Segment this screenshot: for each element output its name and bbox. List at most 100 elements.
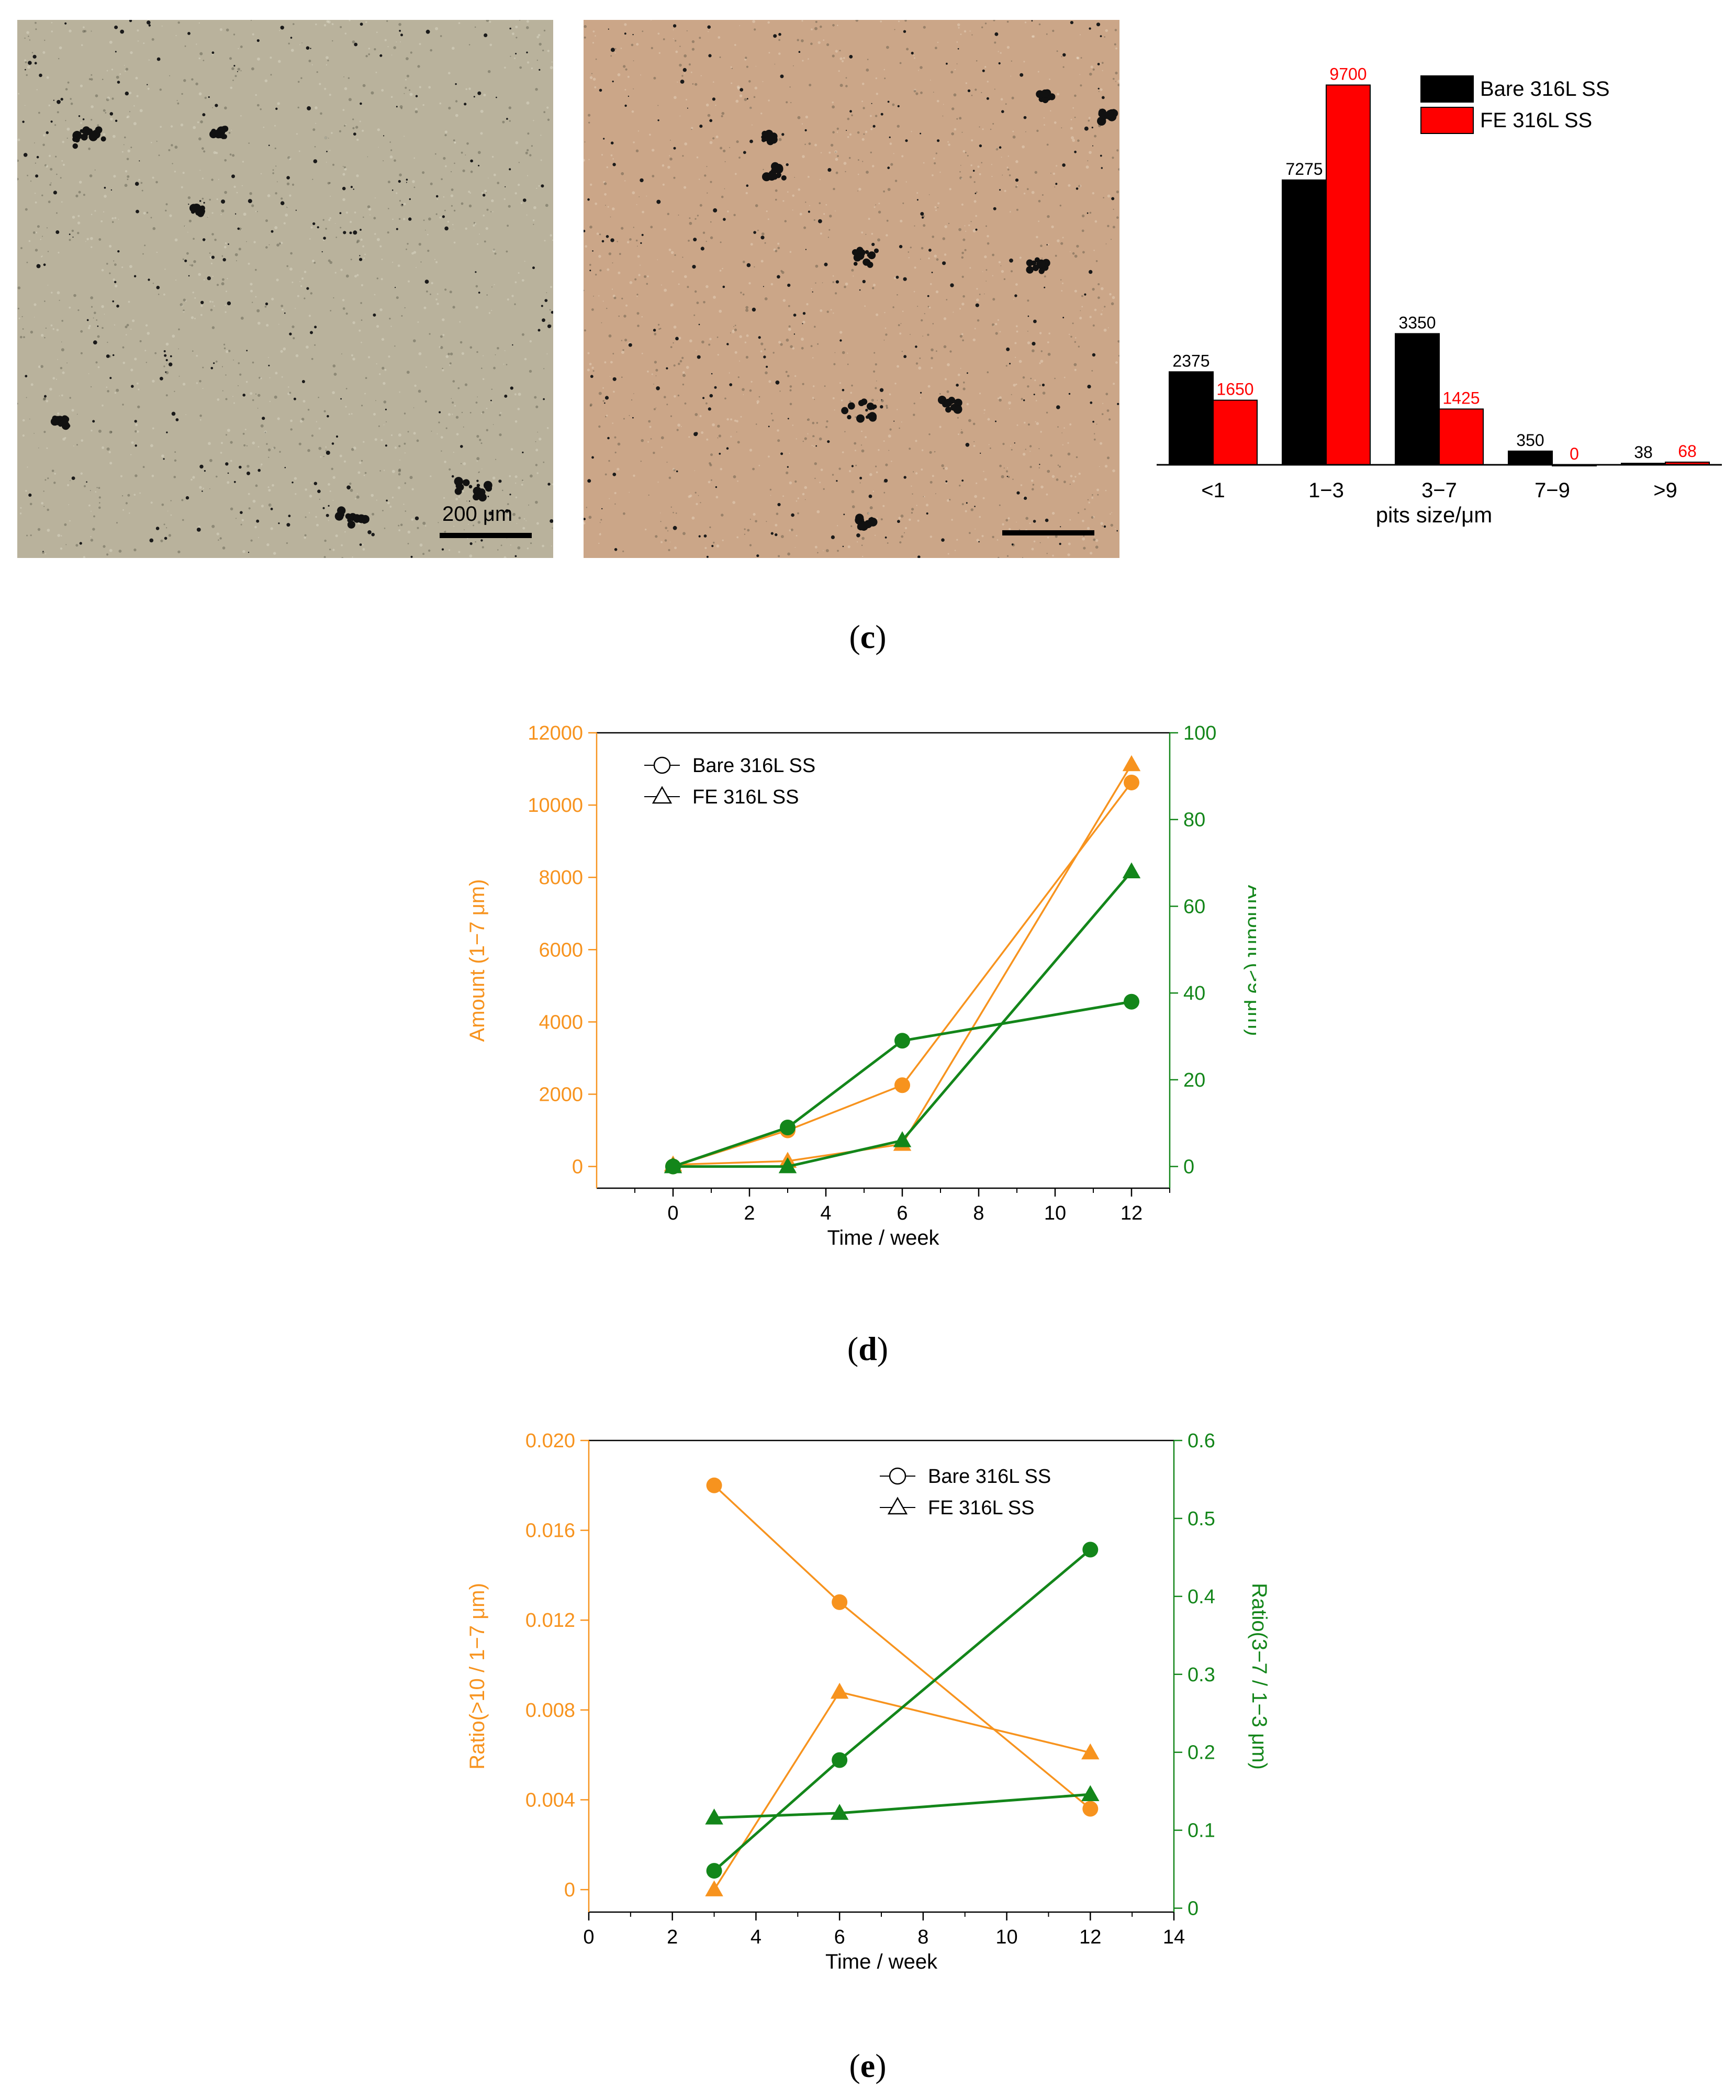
texture-speck bbox=[620, 48, 622, 49]
texture-speck bbox=[600, 519, 602, 521]
texture-speck bbox=[885, 463, 888, 466]
texture-speck bbox=[673, 326, 677, 329]
pit-dot bbox=[185, 496, 189, 500]
texture-speck bbox=[749, 107, 752, 109]
pit-dot bbox=[839, 339, 842, 342]
texture-speck bbox=[159, 88, 162, 91]
texture-speck bbox=[590, 183, 592, 186]
pit-dot bbox=[775, 380, 780, 385]
texture-speck bbox=[851, 384, 853, 387]
texture-speck bbox=[884, 312, 886, 314]
texture-speck bbox=[973, 200, 977, 203]
texture-speck bbox=[71, 229, 74, 232]
texture-speck bbox=[808, 176, 810, 178]
texture-speck bbox=[388, 355, 390, 358]
texture-speck bbox=[1023, 61, 1025, 63]
texture-speck bbox=[127, 178, 129, 180]
texture-speck bbox=[984, 23, 987, 25]
pit-dot bbox=[114, 281, 117, 283]
texture-speck bbox=[33, 303, 37, 306]
texture-speck bbox=[473, 225, 475, 227]
texture-speck bbox=[475, 401, 478, 404]
texture-speck bbox=[747, 529, 750, 532]
texture-speck bbox=[500, 544, 502, 546]
texture-speck bbox=[400, 523, 403, 526]
texture-speck bbox=[90, 536, 92, 538]
texture-speck bbox=[992, 123, 994, 125]
pit-dot bbox=[712, 97, 715, 101]
texture-speck bbox=[443, 196, 445, 198]
texture-speck bbox=[633, 88, 634, 90]
texture-speck bbox=[127, 175, 130, 178]
texture-speck bbox=[854, 442, 857, 445]
pit-dot bbox=[385, 408, 387, 410]
texture-speck bbox=[382, 510, 384, 511]
texture-speck bbox=[196, 355, 198, 357]
pit-dot bbox=[781, 133, 785, 136]
pit-dot bbox=[591, 456, 594, 459]
texture-speck bbox=[981, 535, 984, 538]
texture-speck bbox=[356, 493, 358, 495]
texture-speck bbox=[816, 510, 820, 513]
texture-speck bbox=[380, 278, 383, 281]
micrograph-fe bbox=[584, 20, 1119, 558]
texture-speck bbox=[669, 541, 671, 543]
texture-speck bbox=[533, 206, 536, 209]
texture-speck bbox=[770, 495, 771, 496]
texture-speck bbox=[255, 484, 258, 487]
texture-speck bbox=[878, 203, 880, 205]
texture-speck bbox=[884, 77, 886, 80]
pit-dot bbox=[791, 513, 794, 517]
pit-dot bbox=[711, 373, 713, 375]
texture-speck bbox=[475, 541, 476, 543]
texture-speck bbox=[873, 352, 876, 354]
texture-speck bbox=[1022, 557, 1023, 558]
texture-speck bbox=[106, 553, 109, 556]
x-tick-label: 7−9 bbox=[1535, 479, 1570, 502]
texture-speck bbox=[88, 147, 91, 150]
texture-speck bbox=[923, 26, 926, 29]
texture-speck bbox=[1079, 184, 1082, 187]
texture-speck bbox=[587, 368, 590, 372]
texture-speck bbox=[416, 267, 417, 269]
texture-speck bbox=[984, 66, 987, 68]
texture-speck bbox=[936, 99, 939, 103]
pit-dot bbox=[1091, 127, 1093, 129]
texture-speck bbox=[874, 534, 876, 536]
pit-dot bbox=[743, 151, 746, 154]
texture-speck bbox=[356, 138, 359, 141]
texture-speck bbox=[198, 526, 201, 529]
pit-dot bbox=[148, 24, 151, 27]
texture-speck bbox=[37, 528, 41, 531]
texture-speck bbox=[243, 213, 247, 216]
texture-speck bbox=[999, 464, 1002, 467]
texture-speck bbox=[181, 499, 184, 501]
pit-dot bbox=[842, 545, 844, 548]
texture-speck bbox=[237, 68, 240, 71]
texture-speck bbox=[1104, 36, 1105, 38]
texture-speck bbox=[524, 358, 527, 361]
texture-speck bbox=[222, 278, 225, 281]
texture-speck bbox=[900, 219, 903, 222]
texture-speck bbox=[641, 439, 644, 442]
panel-label-d: (d) bbox=[847, 1330, 889, 1367]
pit-dot bbox=[237, 71, 238, 72]
texture-speck bbox=[842, 351, 845, 354]
texture-speck bbox=[1007, 155, 1009, 157]
pit-dot bbox=[25, 375, 28, 377]
texture-speck bbox=[444, 288, 447, 291]
pit-dot bbox=[780, 74, 784, 79]
legend-label: FE 316L SS bbox=[928, 1497, 1035, 1519]
texture-speck bbox=[435, 298, 438, 300]
texture-speck bbox=[35, 249, 38, 252]
texture-speck bbox=[855, 20, 858, 22]
texture-speck bbox=[959, 485, 961, 487]
texture-speck bbox=[450, 352, 453, 355]
texture-speck bbox=[492, 249, 496, 252]
texture-speck bbox=[1112, 226, 1115, 229]
texture-speck bbox=[802, 441, 804, 442]
texture-speck bbox=[532, 219, 535, 221]
texture-speck bbox=[719, 309, 722, 313]
texture-speck bbox=[833, 312, 834, 314]
texture-speck bbox=[368, 208, 372, 211]
